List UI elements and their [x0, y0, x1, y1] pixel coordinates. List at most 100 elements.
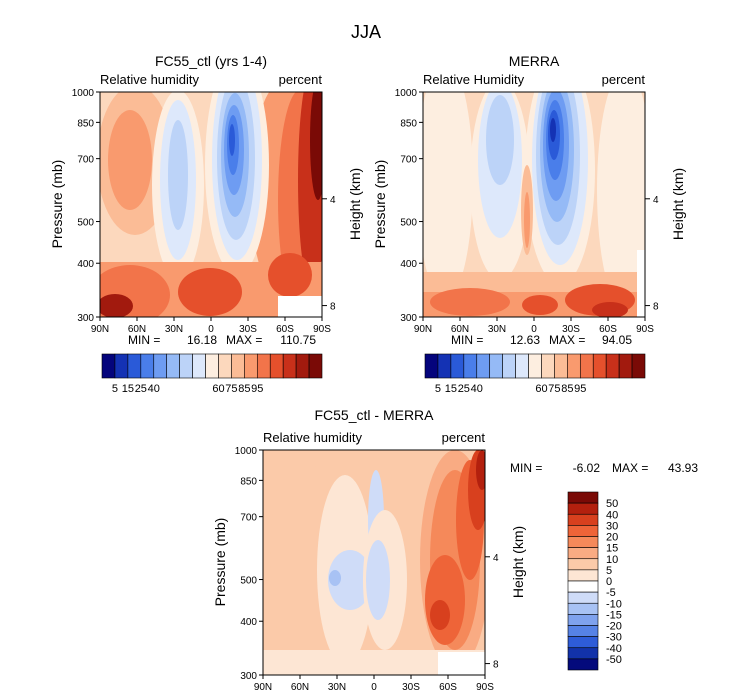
colorbar-swatch	[631, 353, 646, 379]
x-axis-ticks: 90N 60N 30N 0 30S 60S 90S	[254, 675, 494, 693]
x-tick-label: 60S	[276, 324, 294, 335]
x-tick-label: 90N	[414, 324, 432, 335]
colorbar-swatch	[567, 569, 599, 582]
colorbar-label: 10	[606, 554, 618, 566]
y-tick-label: 1000	[72, 88, 95, 99]
contour-band	[522, 295, 558, 315]
unit-label: percent	[602, 72, 646, 87]
x-axis-ticks: 90N 60N 30N 0 30S 60S 90S	[414, 317, 654, 335]
y-axis-label: Pressure (mb)	[372, 160, 388, 249]
contour-band	[423, 92, 473, 300]
missing-data-mask	[438, 652, 485, 675]
x-tick-label: 60N	[128, 324, 146, 335]
y-tick-label: 400	[400, 259, 417, 270]
min-label: MIN =	[510, 461, 542, 475]
x-tick-label: 90N	[254, 682, 272, 693]
x-tick-label: 30S	[239, 324, 257, 335]
colorbar-swatch	[567, 614, 599, 626]
colorbar-swatch	[101, 353, 116, 379]
colorbar-label: -30	[606, 632, 622, 644]
y-axis-ticks: 300 400 500 700 850 1000	[72, 88, 100, 324]
y-axis-ticks: 300 400 500 700 850 1000	[235, 446, 263, 682]
panel-reanalysis: MERRA Relative Humidity percent	[372, 53, 686, 395]
colorbar-label: -5	[606, 587, 616, 599]
colorbar-swatch	[567, 580, 599, 593]
colorbar-label: 5	[112, 383, 118, 395]
colorbar-swatch	[450, 353, 465, 379]
y-tick-label: 850	[77, 118, 94, 129]
colorbar-label: 20	[606, 532, 618, 544]
y-tick-label: 850	[400, 118, 417, 129]
colorbar-label: -40	[606, 643, 622, 655]
colorbar-swatch	[192, 353, 206, 379]
max-label: MAX =	[612, 461, 648, 475]
colorbar-swatch	[605, 353, 620, 379]
colorbar-swatch	[567, 353, 581, 379]
height-axis-ticks: 84	[322, 195, 336, 313]
contour-field	[423, 92, 645, 317]
colorbar-swatch	[567, 547, 599, 560]
colorbar-swatch	[567, 491, 599, 504]
colorbar-swatch	[476, 353, 491, 379]
contour-band	[178, 268, 242, 316]
y-axis-label: Pressure (mb)	[49, 160, 65, 249]
max-value: 94.05	[602, 333, 632, 347]
min-value: 12.63	[510, 333, 540, 347]
colorbar-swatch	[528, 353, 542, 379]
x-tick-label: 0	[208, 324, 214, 335]
colorbar-label: 85	[561, 383, 573, 395]
contour-band	[430, 600, 450, 630]
colorbar-label: 25	[135, 383, 147, 395]
colorbar-label: 75	[548, 383, 560, 395]
contour-band	[100, 265, 170, 317]
min-label: MIN =	[128, 333, 160, 347]
colorbar-label: 50	[606, 498, 618, 510]
x-tick-label: 30N	[165, 324, 183, 335]
height-tick-label: 8	[330, 302, 336, 313]
colorbar-label: 40	[471, 383, 483, 395]
y-tick-label: 400	[77, 259, 94, 270]
colorbar-label: 5	[435, 383, 441, 395]
colorbar-label: 30	[606, 520, 618, 532]
x-tick-label: 0	[371, 682, 377, 693]
x-tick-label: 30S	[402, 682, 420, 693]
y-tick-label: 500	[77, 218, 94, 229]
y-tick-label: 850	[240, 476, 257, 487]
colorbar-swatch	[231, 353, 245, 379]
y-tick-label: 1000	[395, 88, 418, 99]
contour-band	[329, 570, 341, 586]
x-tick-label: 90N	[91, 324, 109, 335]
colorbar-swatch	[567, 625, 599, 637]
colorbar-label: 0	[606, 576, 612, 588]
colorbar-swatch	[502, 353, 516, 379]
x-tick-label: 60S	[439, 682, 457, 693]
min-value: -6.02	[573, 461, 601, 475]
y-tick-label: 400	[240, 617, 257, 628]
colorbar-label: 25	[458, 383, 470, 395]
colorbar-swatch	[567, 658, 599, 671]
x-tick-label: 60S	[599, 324, 617, 335]
colorbar-label: -15	[606, 609, 622, 621]
contour-band	[524, 192, 530, 248]
y-axis-label: Pressure (mb)	[212, 518, 228, 607]
colorbar-swatch	[567, 636, 599, 649]
contour-band	[550, 118, 556, 142]
contour-band	[100, 294, 133, 317]
panel-title: FC55_ctl (yrs 1-4)	[155, 53, 267, 69]
height-tick-label: 8	[493, 660, 499, 671]
max-label: MAX =	[549, 333, 585, 347]
colorbar: 5 15 25 40 60 75 85 95	[424, 353, 646, 395]
x-tick-label: 90S	[636, 324, 654, 335]
colorbar-swatch	[218, 353, 232, 379]
colorbar-swatch	[295, 353, 310, 379]
colorbar-label: -10	[606, 598, 622, 610]
unit-label: percent	[442, 430, 486, 445]
x-tick-label: 0	[531, 324, 537, 335]
height-tick-label: 4	[493, 553, 499, 564]
max-value: 43.93	[668, 461, 698, 475]
variable-label: Relative humidity	[263, 430, 362, 445]
colorbar-label: 85	[238, 383, 250, 395]
y-tick-label: 300	[240, 671, 257, 682]
